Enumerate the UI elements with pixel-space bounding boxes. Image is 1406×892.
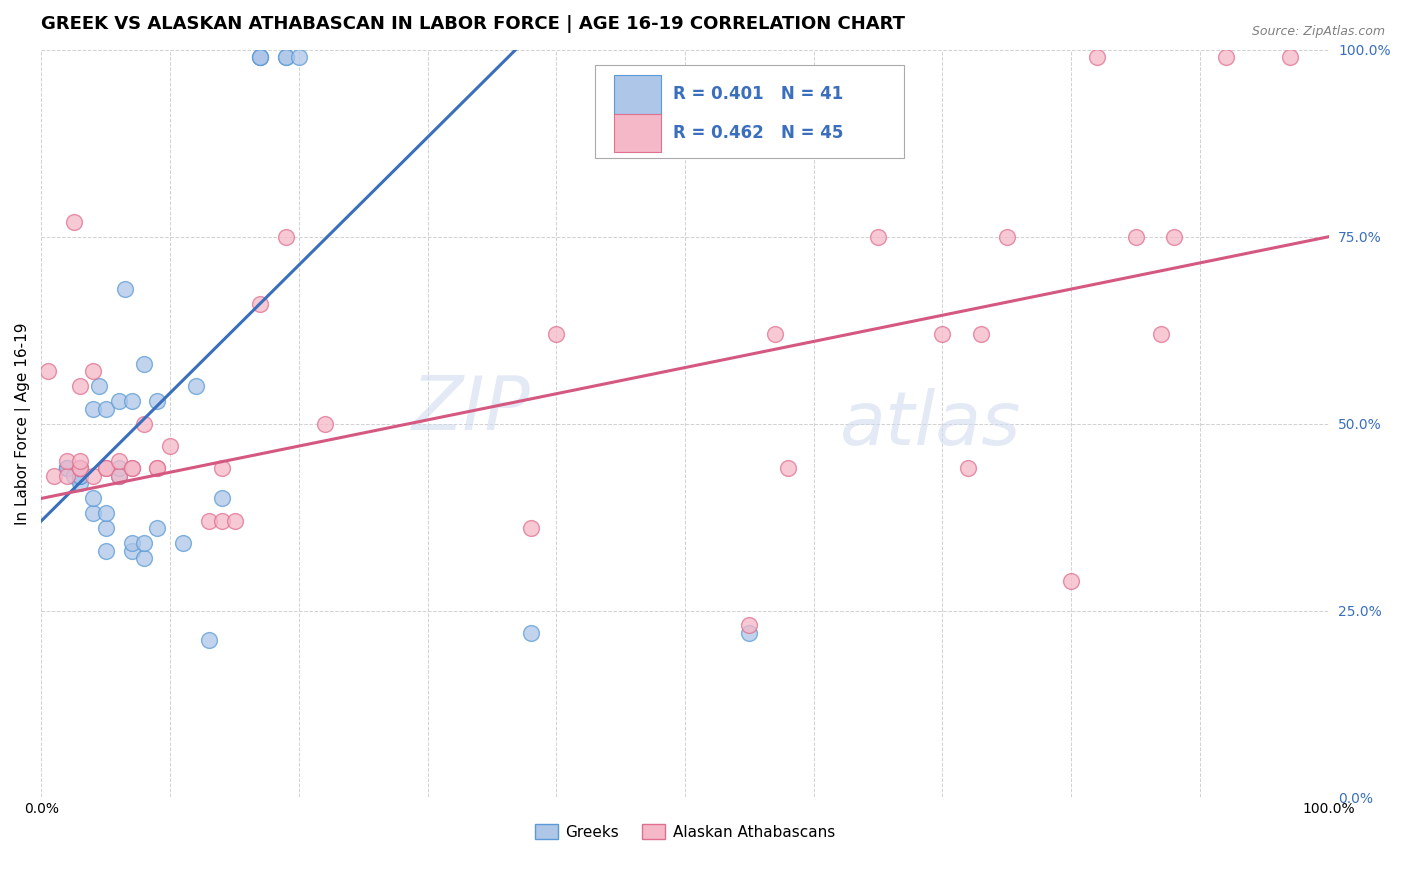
Point — [56, 469, 79, 483]
Text: R = 0.401   N = 41: R = 0.401 N = 41 — [673, 86, 844, 103]
Point — [69, 469, 91, 483]
Point — [738, 626, 761, 640]
Point — [62, 469, 84, 483]
Point — [274, 50, 297, 64]
Point — [970, 326, 993, 341]
Point — [224, 514, 246, 528]
Point — [159, 439, 181, 453]
Point — [82, 507, 104, 521]
Point — [146, 461, 169, 475]
Point — [82, 491, 104, 506]
Point — [519, 521, 541, 535]
Point — [249, 50, 271, 64]
Point — [868, 229, 890, 244]
Point — [89, 379, 111, 393]
Point — [107, 394, 129, 409]
Text: Source: ZipAtlas.com: Source: ZipAtlas.com — [1251, 25, 1385, 38]
Point — [134, 417, 156, 431]
Text: ZIP: ZIP — [412, 373, 530, 445]
Point — [94, 401, 117, 416]
Point — [121, 536, 143, 550]
Point — [94, 543, 117, 558]
Legend: Greeks, Alaskan Athabascans: Greeks, Alaskan Athabascans — [529, 818, 841, 846]
FancyBboxPatch shape — [595, 65, 904, 158]
Point — [114, 282, 136, 296]
Point — [211, 461, 233, 475]
Point — [56, 461, 79, 475]
Point — [69, 461, 91, 475]
Point — [931, 326, 953, 341]
Point — [56, 461, 79, 475]
Point — [69, 461, 91, 475]
Text: atlas: atlas — [839, 388, 1021, 459]
Point — [134, 536, 156, 550]
Point — [146, 521, 169, 535]
Point — [107, 469, 129, 483]
Point — [1163, 229, 1185, 244]
Point — [37, 364, 59, 378]
Point — [546, 326, 568, 341]
Point — [288, 50, 311, 64]
Point — [121, 543, 143, 558]
Point — [249, 50, 271, 64]
Point — [107, 454, 129, 468]
Point — [107, 469, 129, 483]
Point — [56, 454, 79, 468]
Point — [274, 50, 297, 64]
Point — [62, 215, 84, 229]
Point — [69, 454, 91, 468]
Point — [1085, 50, 1108, 64]
Point — [172, 536, 194, 550]
Point — [995, 229, 1018, 244]
Point — [121, 461, 143, 475]
Text: GREEK VS ALASKAN ATHABASCAN IN LABOR FORCE | AGE 16-19 CORRELATION CHART: GREEK VS ALASKAN ATHABASCAN IN LABOR FOR… — [41, 15, 905, 33]
Text: R = 0.462   N = 45: R = 0.462 N = 45 — [673, 124, 844, 142]
Point — [211, 491, 233, 506]
Y-axis label: In Labor Force | Age 16-19: In Labor Force | Age 16-19 — [15, 322, 31, 524]
Point — [107, 461, 129, 475]
Point — [82, 401, 104, 416]
Point — [197, 514, 219, 528]
Point — [249, 297, 271, 311]
Point — [184, 379, 207, 393]
FancyBboxPatch shape — [614, 113, 661, 153]
Point — [211, 514, 233, 528]
Point — [197, 633, 219, 648]
Point — [1125, 229, 1147, 244]
Point — [1150, 326, 1173, 341]
Point — [249, 50, 271, 64]
FancyBboxPatch shape — [614, 75, 661, 114]
Point — [314, 417, 336, 431]
Point — [56, 461, 79, 475]
Point — [82, 469, 104, 483]
Point — [94, 461, 117, 475]
Point — [94, 521, 117, 535]
Point — [69, 469, 91, 483]
Point — [69, 379, 91, 393]
Point — [134, 551, 156, 566]
Point — [94, 507, 117, 521]
Point — [738, 618, 761, 632]
Point — [82, 364, 104, 378]
Point — [776, 461, 799, 475]
Point — [763, 326, 786, 341]
Point — [56, 461, 79, 475]
Point — [44, 469, 66, 483]
Point — [1279, 50, 1302, 64]
Point — [94, 461, 117, 475]
Point — [957, 461, 980, 475]
Point — [146, 394, 169, 409]
Point — [519, 626, 541, 640]
Point — [134, 357, 156, 371]
Point — [274, 229, 297, 244]
Point — [1060, 574, 1083, 588]
Point — [121, 461, 143, 475]
Point — [121, 394, 143, 409]
Point — [1215, 50, 1237, 64]
Point — [69, 476, 91, 491]
Point — [146, 461, 169, 475]
Point — [69, 461, 91, 475]
